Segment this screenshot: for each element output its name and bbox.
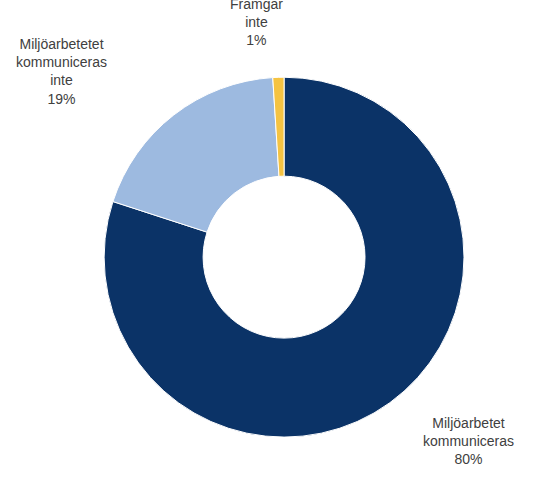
- svg-text:Framgårinte1%: Framgårinte1%: [230, 0, 283, 48]
- svg-text:Miljöarbetetkommuniceras80%: Miljöarbetetkommuniceras80%: [423, 415, 514, 467]
- svg-text:Miljöarbetetetkommunicerasinte: Miljöarbetetetkommunicerasinte19%: [16, 36, 107, 107]
